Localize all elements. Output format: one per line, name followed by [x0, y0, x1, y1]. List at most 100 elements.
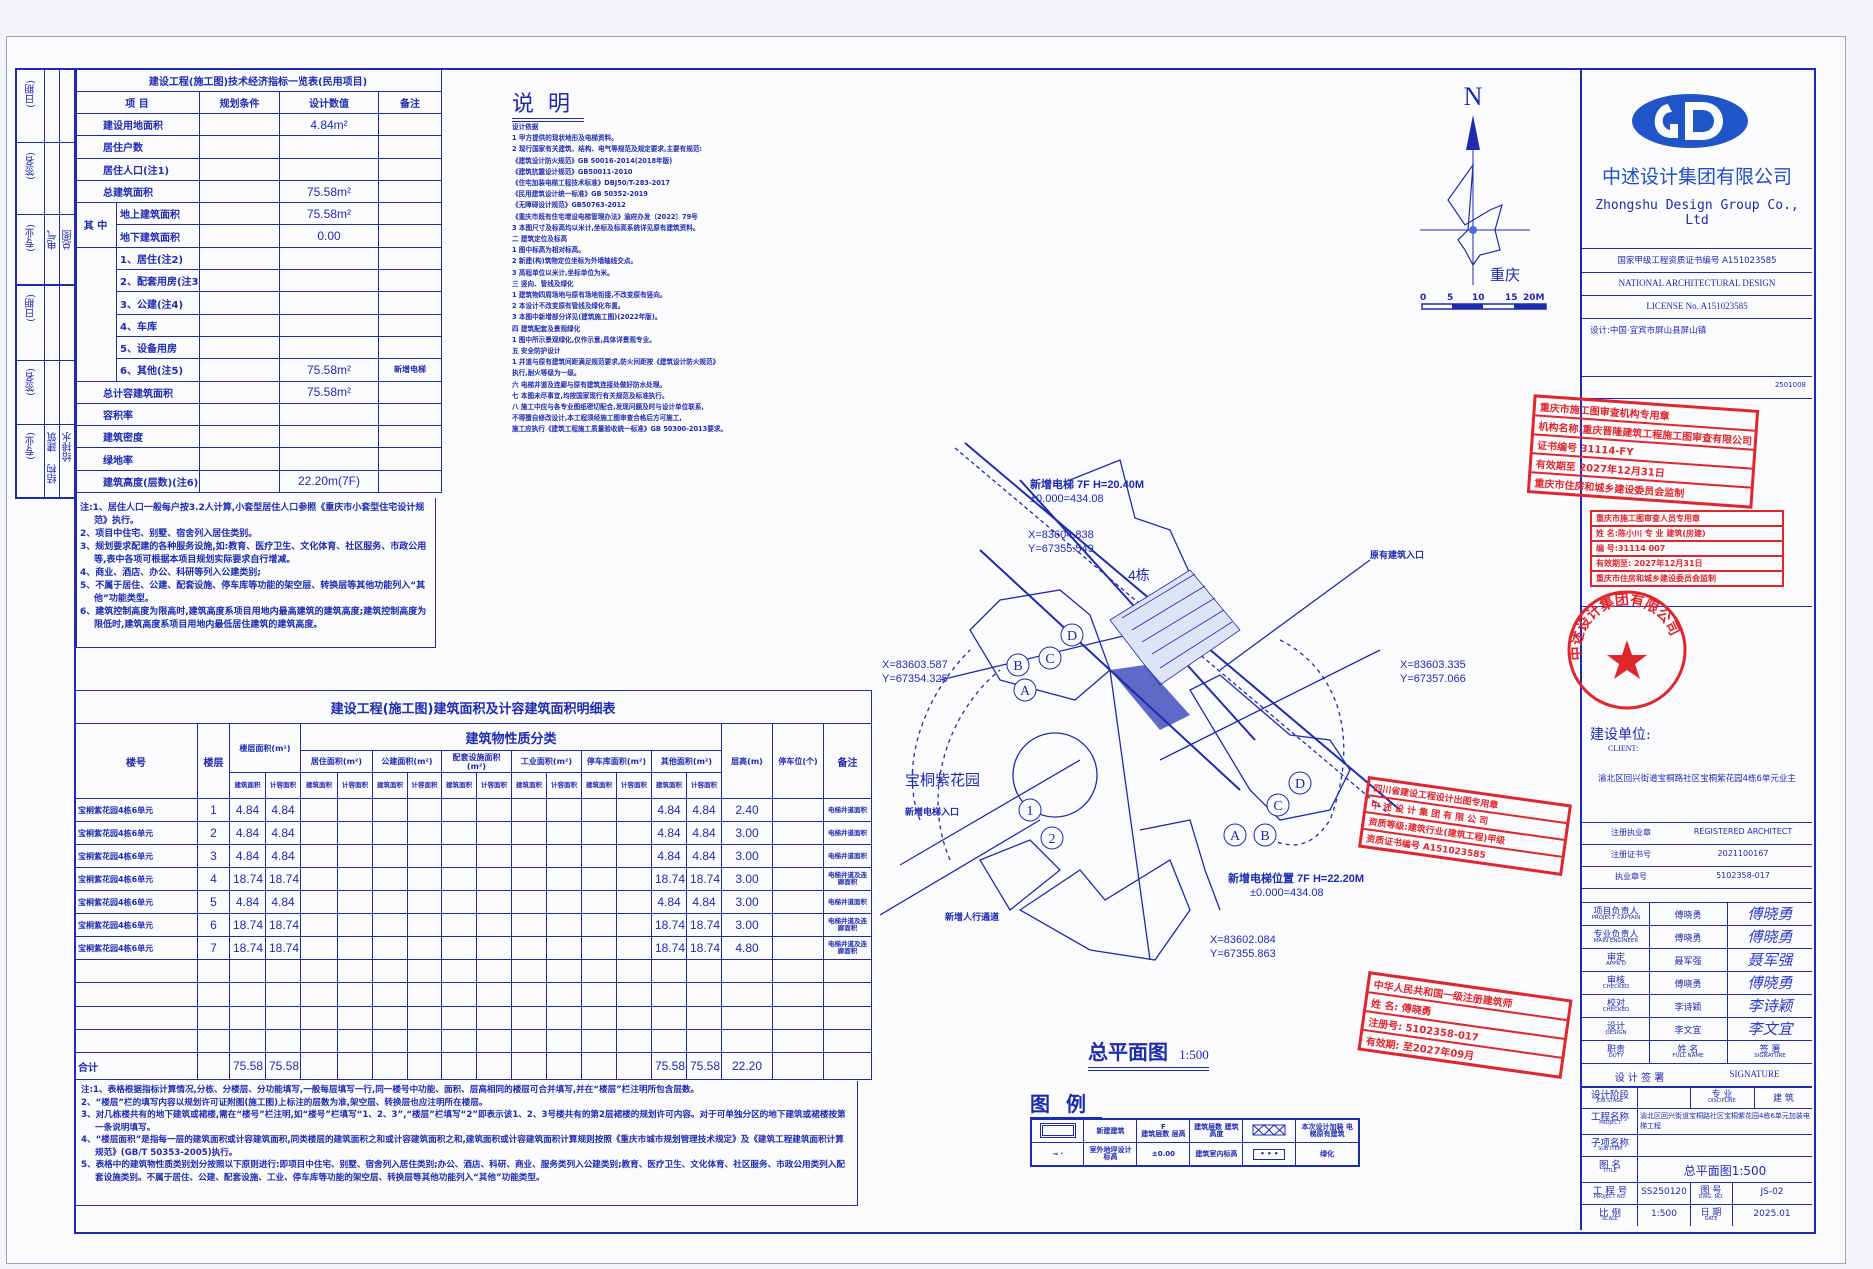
sub-header-build: 建筑面积: [229, 772, 266, 799]
community-label: 宝桐紫花园: [905, 772, 980, 789]
legend-title: 图例: [1030, 1088, 1102, 1120]
axis-mark-d: D: [1060, 623, 1084, 647]
empty-cell: [721, 1028, 773, 1054]
scale-tick: 10: [1472, 293, 1485, 303]
floor-calc-cell: 4.84: [265, 844, 301, 868]
empty-cell: [337, 982, 373, 1007]
empty-cell: [407, 890, 442, 914]
parking-cell: [772, 913, 824, 937]
axis-label: A: [1020, 684, 1031, 699]
floor-calc-cell: 4.84: [265, 821, 301, 845]
empty-cell: [721, 958, 773, 984]
divider: [1637, 1156, 1638, 1182]
note-line: 4、商业、酒店、办公、科研等列入公建类别;: [80, 568, 261, 578]
legend-label: 建筑层数 层高: [1141, 1130, 1186, 1138]
floor-area-cell: 4.84: [229, 844, 266, 868]
tech-table-row: 5、设备用房: [75, 335, 443, 360]
plan-value: [199, 380, 280, 404]
empty-cell: [300, 1028, 338, 1054]
total-calc: 75.58: [265, 1052, 301, 1081]
registered-label: 执业章号: [1615, 872, 1647, 881]
road-dashed-line: [954, 447, 1391, 816]
other-area-cell: 4.84: [651, 821, 687, 845]
strip-discipline: 电气: [48, 230, 59, 250]
divider: [1727, 902, 1728, 1063]
empty-cell: [581, 821, 617, 845]
empty-cell: [197, 1052, 230, 1081]
coord-w-y: Y=67354.325: [882, 673, 948, 685]
empty-cell: [616, 936, 652, 960]
design-value: 75.58m²: [279, 380, 379, 404]
empty-cell: [476, 821, 512, 845]
note-value: [377, 313, 443, 337]
empty-cell: [407, 867, 442, 891]
empty-cell: [300, 867, 338, 891]
floors-symbol-cell: F 建筑层数 层高: [1136, 1118, 1191, 1143]
empty-cell: [407, 1052, 442, 1081]
empty-cell: [197, 982, 230, 1007]
coord-s-x: X=83602.084: [1210, 934, 1276, 946]
explanation-line: 执行,耐火等级为一级。: [512, 369, 581, 378]
empty-cell: [441, 890, 477, 914]
plan-value: [199, 425, 280, 449]
design-value: [279, 246, 379, 271]
tech-table-row: 居住人口(注1): [74, 157, 443, 181]
signature-role: 项目负责人: [1593, 907, 1639, 917]
building-cell: 宝桐紫花园4栋6单元: [74, 936, 198, 960]
note-value: [377, 335, 443, 360]
field-label-en-sub_item: SUB ITEM: [1598, 1146, 1622, 1152]
signature-name: 聂军强: [1674, 957, 1702, 967]
other-calc-cell: 4.84: [686, 844, 722, 868]
field-value-scale: 1:500: [1651, 1209, 1677, 1219]
parking-cell: [772, 844, 824, 868]
empty-cell: [441, 936, 477, 960]
divider: [1582, 1134, 1812, 1135]
axis-label: B: [1013, 659, 1022, 674]
empty-cell: [337, 844, 373, 868]
empty-cell: [721, 982, 773, 1007]
header-category: 建筑物性质分类: [300, 723, 722, 751]
floor-cell: 1: [197, 798, 230, 822]
axis-mark-a: A: [1223, 823, 1247, 847]
axis-mark-1: 1: [1018, 798, 1042, 822]
note-line: 3、对几栋楼共有的地下建筑或裙楼,需在“楼号”栏注明,如“楼号”栏填写“1、2、…: [81, 1110, 846, 1133]
divider: [1637, 1086, 1638, 1108]
plan-value: [199, 447, 280, 471]
sig-footer-en: SIGNATURE: [1729, 1069, 1780, 1079]
discipline-label: 专 业: [1711, 1090, 1733, 1100]
empty-cell: [372, 844, 408, 868]
empty-cell: [686, 1028, 722, 1054]
explanation-line: 2 本设计不改变原有管线及绿化布置。: [512, 302, 625, 311]
explanation-line: 1 建筑物四周场地与原有场地衔接,不改变原有竖向。: [512, 291, 667, 300]
tech-table-row: 1、居住(注2): [74, 246, 443, 382]
tech-table-row: 建筑高度(层数)(注6) 22.20m(7F): [74, 469, 443, 494]
axis-label: A: [1230, 829, 1241, 844]
sub-header-build: 建筑面积: [651, 772, 687, 799]
signature-role-en: CHECKED: [1602, 984, 1630, 990]
planter-circle: [1012, 732, 1098, 818]
empty-cell: [229, 1028, 266, 1054]
table-row: 宝桐紫花园4栋6单元 2 4.84 4.84 4.84 4.84 3.00 电梯井道面积: [74, 821, 873, 845]
design-value: 4.84m²: [279, 112, 379, 137]
leader-line: [1159, 649, 1381, 761]
table-row: 宝桐紫花园4栋6单元 5 4.84 4.84 4.84 4.84 3.00 电梯井道面积: [74, 890, 873, 914]
stamp-line: 重庆市施工图审查人员专用章: [1592, 512, 1782, 527]
tech-table-row: 4、车库: [75, 313, 443, 337]
empty-cell: [265, 958, 301, 984]
sub-header-build: 建筑面积: [300, 772, 338, 799]
sub-header-calc: 计容面积: [616, 772, 652, 799]
legend-label: 绿化: [1295, 1142, 1360, 1167]
divider: [1582, 1204, 1812, 1205]
signature-name: 傅晓勇: [1674, 980, 1702, 990]
note-value: [377, 179, 443, 204]
sub-header-build: 建筑面积: [511, 772, 547, 799]
tech-indicator-table: 建设工程(施工图)技术经济指标一览表(民用项目) 项 目 规划条件 设计数值 备…: [73, 68, 443, 494]
empty-cell: [686, 1005, 722, 1030]
design-value: [279, 291, 379, 315]
other-area-cell: 18.74: [651, 913, 687, 937]
original-entry-label: 原有建筑入口: [1370, 549, 1424, 560]
empty-cell: [372, 798, 408, 822]
divider: [1582, 994, 1812, 995]
note-value: [377, 447, 443, 471]
empty-cell: [511, 844, 547, 868]
